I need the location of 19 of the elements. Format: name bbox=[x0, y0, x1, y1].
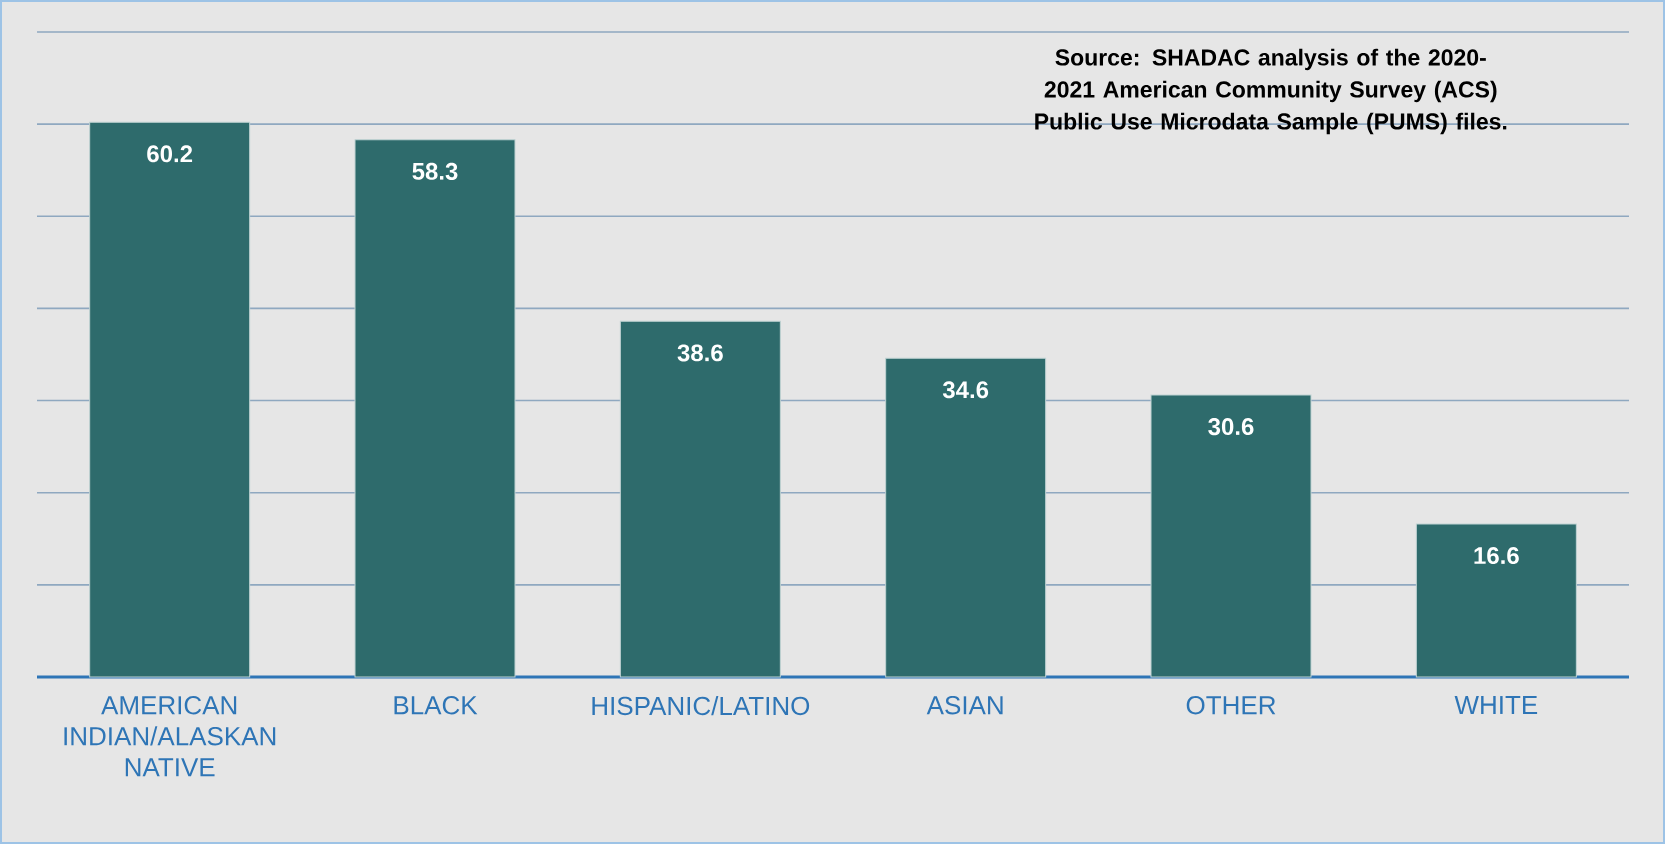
x-tick-label: ASIAN bbox=[926, 696, 1003, 715]
bar bbox=[1415, 523, 1577, 678]
x-tick-label: BLACK bbox=[394, 696, 478, 715]
x-tick-label: HISPANIC/LATINO bbox=[592, 696, 810, 716]
data-label: 16.6 bbox=[1474, 547, 1519, 565]
data-label: 38.6 bbox=[677, 344, 723, 362]
data-label: 60.2 bbox=[147, 145, 193, 163]
x-tick-label: WHITE bbox=[1454, 696, 1538, 714]
bar bbox=[89, 121, 251, 678]
data-label: 30.6 bbox=[1208, 418, 1254, 436]
bar bbox=[1150, 394, 1312, 678]
bar bbox=[354, 139, 516, 678]
x-tick-label: OTHER bbox=[1186, 696, 1276, 715]
annotation: Source: SHADAC analysis of the 2020-2021 American Community Survey (ACS) Public Use Microdata Sample (PUMS) files. bbox=[1035, 48, 1507, 135]
data-label: 34.6 bbox=[942, 381, 989, 399]
bar bbox=[885, 357, 1047, 678]
x-tick-label: AMERICAN INDIAN/ALASKAN NATIVE bbox=[64, 696, 276, 777]
data-label: 58.3 bbox=[412, 162, 458, 180]
bar bbox=[619, 320, 781, 678]
